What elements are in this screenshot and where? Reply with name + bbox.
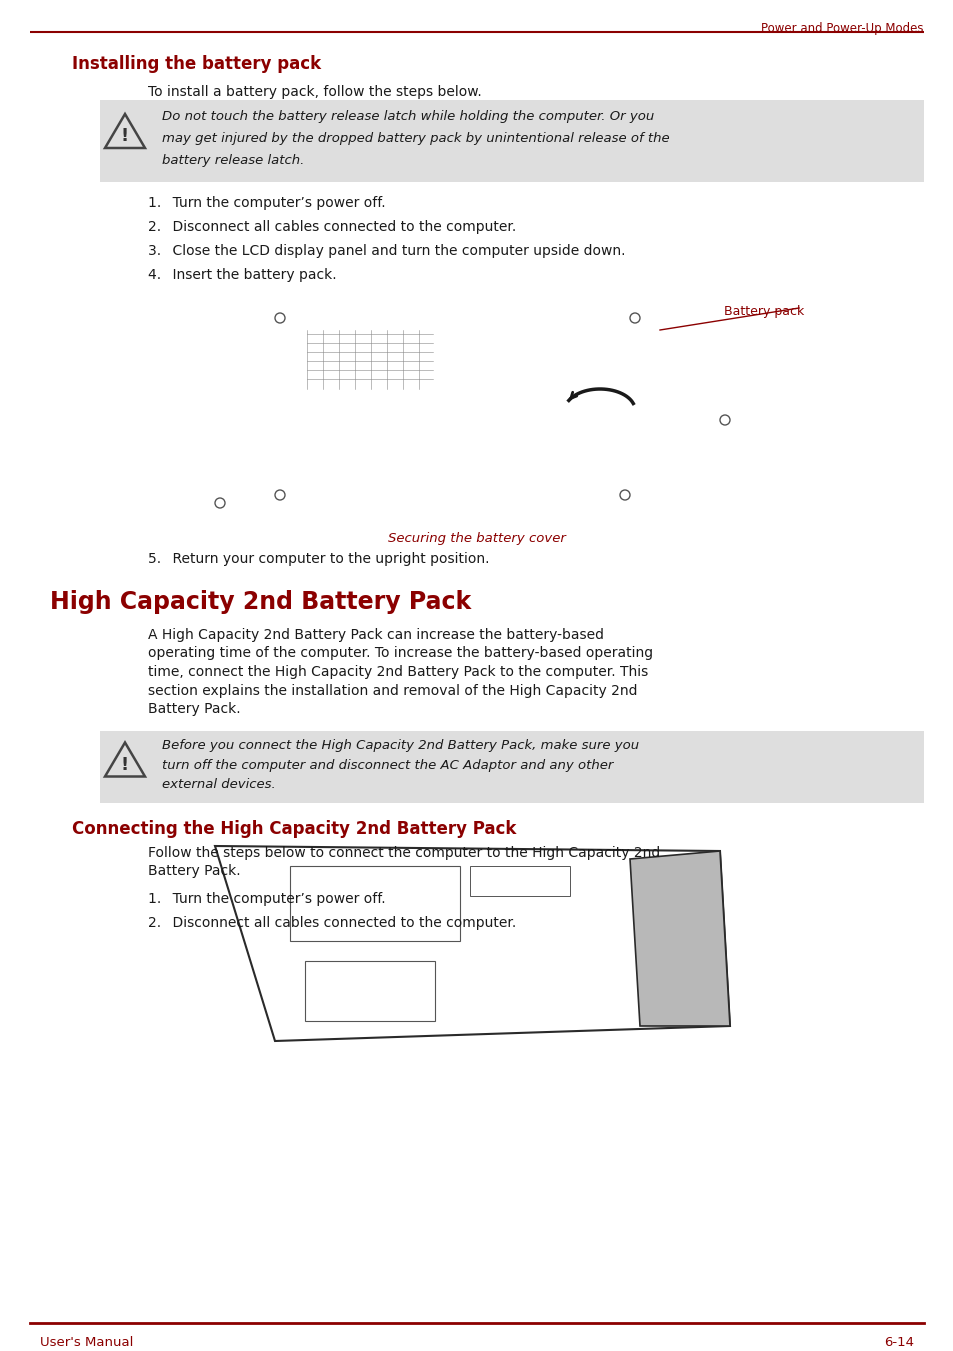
Text: Installing the battery pack: Installing the battery pack <box>71 55 321 73</box>
Text: Power and Power-Up Modes: Power and Power-Up Modes <box>760 22 923 35</box>
Text: 2.  Disconnect all cables connected to the computer.: 2. Disconnect all cables connected to th… <box>148 916 516 931</box>
Text: 6-14: 6-14 <box>883 1336 913 1350</box>
Text: 1.  Turn the computer’s power off.: 1. Turn the computer’s power off. <box>148 196 385 209</box>
Text: section explains the installation and removal of the High Capacity 2nd: section explains the installation and re… <box>148 684 637 697</box>
Text: turn off the computer and disconnect the AC Adaptor and any other: turn off the computer and disconnect the… <box>162 758 613 771</box>
Circle shape <box>214 499 225 508</box>
Polygon shape <box>629 851 729 1025</box>
Circle shape <box>629 313 639 323</box>
Text: 5.  Return your computer to the upright position.: 5. Return your computer to the upright p… <box>148 553 489 566</box>
Text: 1.  Turn the computer’s power off.: 1. Turn the computer’s power off. <box>148 893 385 907</box>
Text: time, connect the High Capacity 2nd Battery Pack to the computer. This: time, connect the High Capacity 2nd Batt… <box>148 665 648 680</box>
Text: 2.  Disconnect all cables connected to the computer.: 2. Disconnect all cables connected to th… <box>148 220 516 234</box>
Text: High Capacity 2nd Battery Pack: High Capacity 2nd Battery Pack <box>50 590 471 613</box>
Text: To install a battery pack, follow the steps below.: To install a battery pack, follow the st… <box>148 85 481 99</box>
Polygon shape <box>470 866 569 896</box>
Text: Before you connect the High Capacity 2nd Battery Pack, make sure you: Before you connect the High Capacity 2nd… <box>162 739 639 751</box>
Text: external devices.: external devices. <box>162 778 275 792</box>
Polygon shape <box>214 846 729 1042</box>
Text: !: ! <box>121 127 129 145</box>
Text: may get injured by the dropped battery pack by unintentional release of the: may get injured by the dropped battery p… <box>162 132 669 145</box>
Polygon shape <box>305 961 435 1021</box>
Text: !: ! <box>121 755 129 774</box>
Text: User's Manual: User's Manual <box>40 1336 133 1350</box>
Text: Follow the steps below to connect the computer to the High Capacity 2nd: Follow the steps below to connect the co… <box>148 847 659 861</box>
Polygon shape <box>290 866 459 942</box>
Text: 4.  Insert the battery pack.: 4. Insert the battery pack. <box>148 267 336 282</box>
Text: Do not touch the battery release latch while holding the computer. Or you: Do not touch the battery release latch w… <box>162 109 654 123</box>
Bar <box>100 100 923 182</box>
Circle shape <box>274 313 285 323</box>
Circle shape <box>274 490 285 500</box>
Text: Battery Pack.: Battery Pack. <box>148 703 240 716</box>
Text: A High Capacity 2nd Battery Pack can increase the battery-based: A High Capacity 2nd Battery Pack can inc… <box>148 628 603 642</box>
Circle shape <box>720 415 729 426</box>
Text: battery release latch.: battery release latch. <box>162 154 304 168</box>
Text: Battery Pack.: Battery Pack. <box>148 865 240 878</box>
Text: operating time of the computer. To increase the battery-based operating: operating time of the computer. To incre… <box>148 647 653 661</box>
Circle shape <box>619 490 629 500</box>
Text: Securing the battery cover: Securing the battery cover <box>388 532 565 544</box>
Bar <box>100 731 923 802</box>
Text: Connecting the High Capacity 2nd Battery Pack: Connecting the High Capacity 2nd Battery… <box>71 820 516 839</box>
Text: Battery pack: Battery pack <box>723 305 803 317</box>
Text: 3.  Close the LCD display panel and turn the computer upside down.: 3. Close the LCD display panel and turn … <box>148 245 625 258</box>
